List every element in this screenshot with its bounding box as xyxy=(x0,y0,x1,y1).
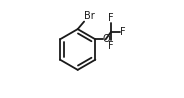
Text: O: O xyxy=(103,34,110,44)
Text: Br: Br xyxy=(84,11,95,21)
Text: F: F xyxy=(108,13,114,23)
Text: F: F xyxy=(108,41,114,51)
Text: F: F xyxy=(120,27,126,37)
